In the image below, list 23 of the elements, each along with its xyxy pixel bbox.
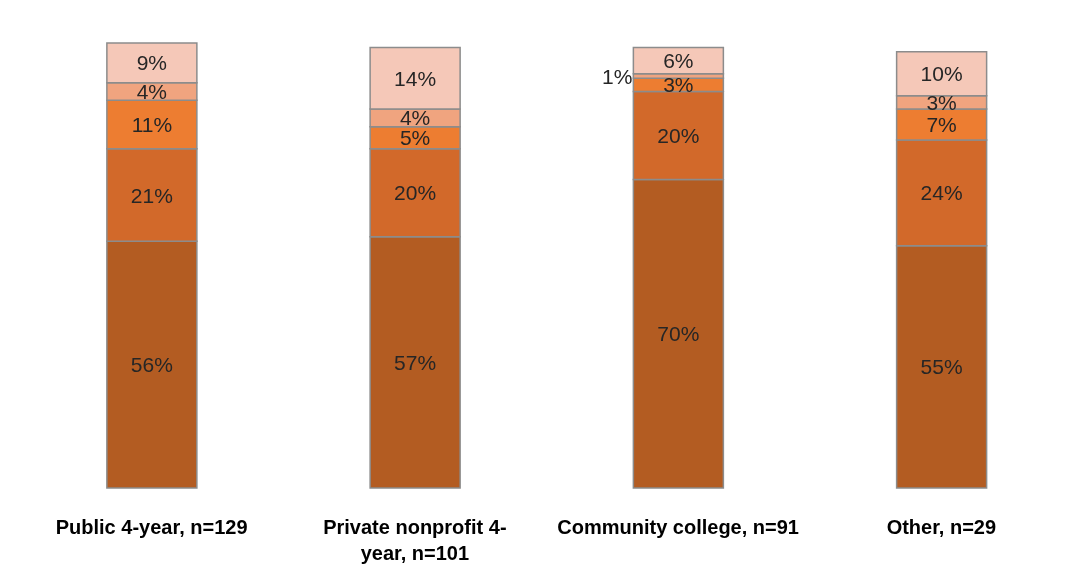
data-label: 55% <box>920 355 963 379</box>
data-label: 11% <box>131 113 173 137</box>
data-label: 57% <box>394 350 437 374</box>
x-tick-label: Public 4-year, n=129 <box>55 516 248 538</box>
data-label: 56% <box>130 353 173 377</box>
data-label: 21% <box>130 183 173 207</box>
data-label: 20% <box>657 124 700 148</box>
data-label: 6% <box>663 49 694 73</box>
data-label: 10% <box>920 62 963 86</box>
data-label: 1% <box>602 64 633 88</box>
x-tick-label: Other, n=29 <box>886 516 997 538</box>
data-label: 3% <box>926 90 957 114</box>
data-label: 4% <box>136 79 168 103</box>
x-tick-label: Private nonprofit 4-year, n=101 <box>323 516 507 564</box>
data-label: 70% <box>657 322 700 346</box>
data-label: 24% <box>920 181 963 205</box>
x-tick-label: Community college, n=91 <box>557 516 799 538</box>
data-label: 9% <box>136 51 168 75</box>
data-label: 14% <box>394 66 437 90</box>
data-label: 7% <box>926 113 957 137</box>
data-label: 3% <box>663 73 694 97</box>
data-label: 20% <box>394 181 437 205</box>
bar <box>632 46 725 75</box>
